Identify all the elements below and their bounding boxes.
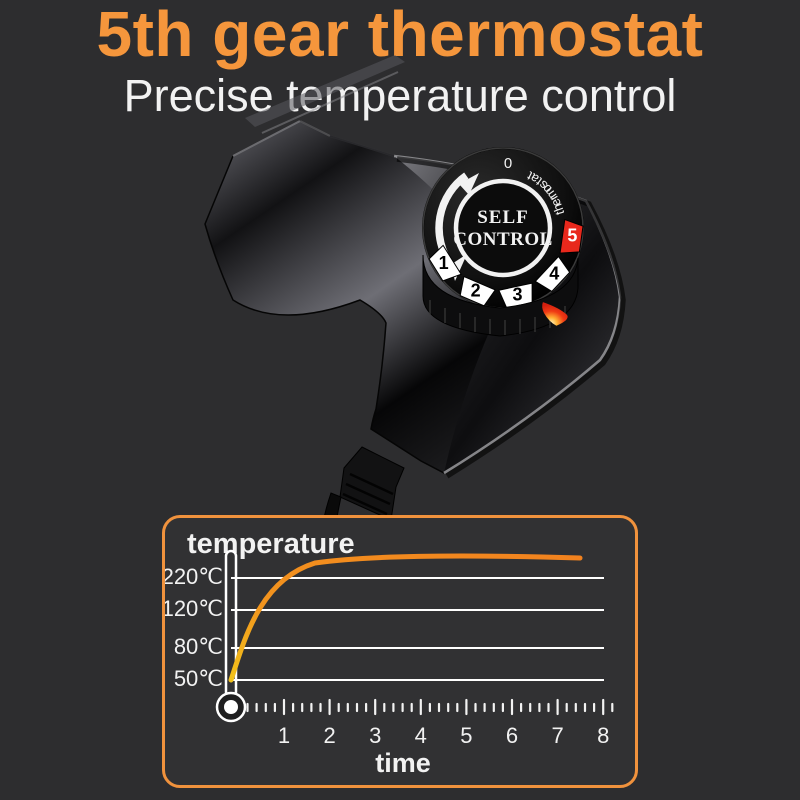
svg-text:2: 2 bbox=[471, 280, 481, 300]
svg-text:4: 4 bbox=[549, 264, 559, 284]
svg-text:50℃: 50℃ bbox=[174, 666, 223, 691]
svg-text:3: 3 bbox=[513, 284, 523, 304]
svg-text:7: 7 bbox=[551, 723, 563, 748]
svg-text:2: 2 bbox=[323, 723, 335, 748]
svg-text:3: 3 bbox=[369, 723, 381, 748]
svg-text:1: 1 bbox=[439, 253, 449, 273]
svg-text:5: 5 bbox=[567, 226, 577, 246]
svg-text:80℃: 80℃ bbox=[174, 634, 223, 659]
svg-text:8: 8 bbox=[597, 723, 609, 748]
svg-text:SELF: SELF bbox=[477, 207, 529, 228]
svg-text:4: 4 bbox=[415, 723, 427, 748]
svg-text:0: 0 bbox=[504, 155, 512, 172]
svg-text:220℃: 220℃ bbox=[165, 564, 223, 589]
svg-text:5: 5 bbox=[460, 723, 472, 748]
svg-text:1: 1 bbox=[278, 723, 290, 748]
svg-text:120℃: 120℃ bbox=[165, 596, 223, 621]
svg-text:CONTROL: CONTROL bbox=[453, 229, 553, 250]
svg-text:6: 6 bbox=[506, 723, 518, 748]
